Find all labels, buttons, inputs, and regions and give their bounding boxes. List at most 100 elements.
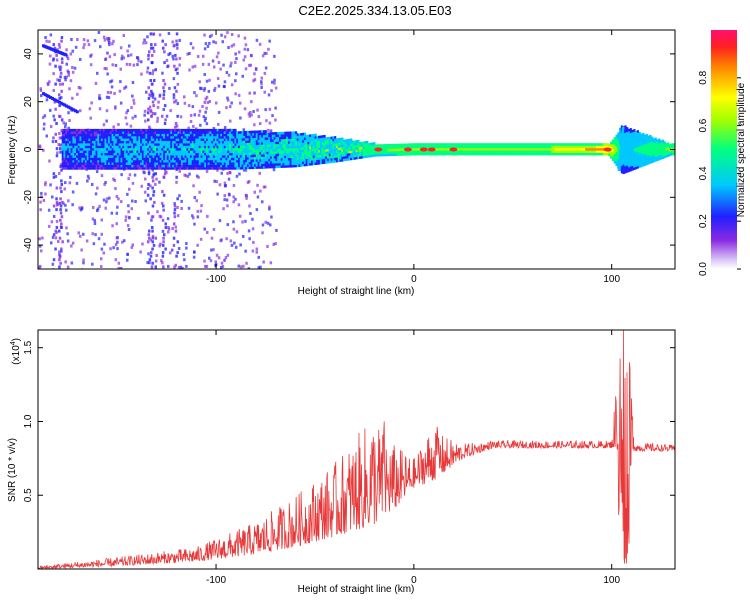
spectrogram-band-cell bbox=[416, 145, 419, 149]
spectrogram-band-cell bbox=[261, 147, 264, 150]
spectrogram-band-cell bbox=[216, 164, 219, 168]
spectrogram-band-cell bbox=[90, 140, 93, 144]
spectrogram-band-cell bbox=[635, 164, 638, 167]
spectrogram-band-cell bbox=[140, 136, 143, 139]
spectrogram-band-cell bbox=[234, 131, 237, 134]
spectrogram-band-cell bbox=[348, 153, 351, 156]
spectrogram-band-cell bbox=[118, 148, 121, 151]
spectrogram-band-cell bbox=[254, 161, 257, 165]
spectrogram-noise-cell bbox=[131, 199, 134, 203]
spectrogram-noise-cell bbox=[193, 250, 196, 254]
spectrogram-noise-cell bbox=[160, 201, 164, 205]
spectrogram-band-cell bbox=[186, 148, 189, 151]
spectrogram-band-cell bbox=[236, 150, 239, 153]
spectrogram-band-cell bbox=[70, 140, 73, 144]
spectrogram-band-cell bbox=[108, 148, 111, 151]
spectrogram-band-cell bbox=[357, 151, 360, 155]
spectrogram-band-cell bbox=[179, 128, 182, 132]
spectrogram-band-cell bbox=[635, 135, 638, 139]
spectrogram-band-cell bbox=[214, 136, 218, 139]
spectrogram-band-cell bbox=[143, 143, 146, 146]
spectrogram-band-cell bbox=[163, 157, 166, 161]
spectrogram-band-cell bbox=[352, 143, 355, 146]
spectrogram-band-cell bbox=[332, 138, 335, 142]
spectrogram-band-cell bbox=[530, 148, 533, 151]
spectrogram-band-cell bbox=[546, 152, 549, 156]
spectrogram-noise-cell bbox=[175, 124, 179, 128]
spectrogram-band-cell bbox=[398, 146, 401, 149]
spectrogram-noise-cell bbox=[152, 243, 156, 247]
spectrogram-band-cell bbox=[131, 128, 134, 132]
spectrogram-band-cell bbox=[198, 145, 201, 149]
spectrogram-band-cell bbox=[343, 139, 346, 143]
spectrogram-band-cell bbox=[177, 145, 180, 149]
spectrogram-noise-cell bbox=[192, 124, 195, 128]
spectrogram-band-cell bbox=[175, 136, 178, 139]
spectrogram-band-cell bbox=[184, 150, 187, 153]
spectrogram-band-cell bbox=[279, 148, 282, 152]
spectrogram-band-cell bbox=[168, 138, 171, 141]
spectrogram-band-cell bbox=[92, 128, 95, 132]
spectrogram-band-cell bbox=[83, 162, 86, 165]
spectrogram-band-cell bbox=[152, 162, 155, 165]
spectrogram-band-cell bbox=[362, 153, 365, 156]
spectrogram-band-cell bbox=[535, 145, 538, 149]
spectrogram-band-cell bbox=[129, 140, 132, 144]
spectrogram-band-cell bbox=[544, 152, 547, 156]
spectrogram-band-cell bbox=[446, 148, 449, 151]
spectrogram-noise-cell bbox=[77, 86, 81, 89]
spectrogram-band-cell bbox=[423, 143, 426, 146]
spectrogram-band-cell bbox=[145, 136, 148, 139]
spectrogram-band-cell bbox=[133, 159, 136, 163]
snr-panel: -100 0 100 0.51.01.5 Height of straight li… bbox=[7, 329, 676, 595]
spectrogram-band-cell bbox=[578, 152, 581, 156]
spectrogram-noise-cell bbox=[103, 242, 106, 246]
spectrogram-band-cell bbox=[578, 143, 581, 146]
spectrogram-band-cell bbox=[300, 145, 303, 148]
spectrogram-noise-cell bbox=[187, 206, 191, 210]
spectrogram-band-cell bbox=[102, 143, 105, 146]
spectrogram-band-cell bbox=[220, 159, 223, 163]
spectrogram-band-cell bbox=[165, 143, 168, 146]
spectrogram-band-cell bbox=[156, 152, 159, 156]
spectrogram-band-cell bbox=[236, 131, 239, 134]
spectrogram-band-cell bbox=[318, 162, 321, 165]
spectrogram-band-cell bbox=[191, 152, 194, 156]
spectrogram-band-cell bbox=[505, 145, 508, 149]
spectrogram-band-cell bbox=[252, 135, 255, 138]
spectrogram-noise-cell bbox=[213, 179, 216, 183]
spectrogram-noise-cell bbox=[162, 175, 166, 179]
spectrogram-band-cell bbox=[138, 159, 141, 163]
spectrogram-band-cell bbox=[279, 165, 282, 168]
spectrogram-band-cell bbox=[635, 161, 638, 165]
spectrogram-band-cell bbox=[195, 136, 198, 139]
spectrogram-band-cell bbox=[154, 162, 157, 165]
spectrogram-band-cell bbox=[211, 133, 214, 137]
spectrogram-band-cell bbox=[154, 128, 157, 132]
spectrogram-band-cell bbox=[624, 125, 627, 128]
spectrogram-noise-cell bbox=[233, 241, 236, 245]
spectrogram-band-cell bbox=[264, 146, 267, 150]
spectrogram-noise-cell bbox=[220, 33, 223, 37]
spectrogram-noise-cell bbox=[223, 85, 226, 89]
spectrogram-band-cell bbox=[209, 128, 212, 132]
spectrogram-band-cell bbox=[106, 157, 109, 161]
spectrogram-noise-cell bbox=[263, 51, 266, 55]
spectrogram-band-cell bbox=[70, 155, 73, 158]
spectrogram-band-cell bbox=[84, 167, 88, 170]
spectrogram-noise-cell bbox=[268, 39, 271, 43]
spectrogram-band-cell bbox=[325, 161, 328, 164]
spectrogram-band-cell bbox=[77, 140, 80, 144]
spectrogram-band-cell bbox=[99, 136, 102, 139]
spectrogram-noise-cell bbox=[230, 44, 234, 48]
spectrogram-band-cell bbox=[426, 150, 429, 153]
spectrogram-noise-cell bbox=[163, 82, 167, 86]
spectrogram-band-cell bbox=[551, 145, 554, 149]
spectrogram-noise-cell bbox=[193, 91, 196, 95]
spectrogram-band-cell bbox=[291, 141, 294, 144]
spectrogram-noise-cell bbox=[147, 57, 150, 61]
spectrogram-band-cell bbox=[289, 133, 292, 137]
spectrogram-band-cell bbox=[161, 131, 164, 134]
spectrogram-noise-cell bbox=[39, 264, 42, 268]
spectrogram-band-cell bbox=[227, 128, 230, 132]
